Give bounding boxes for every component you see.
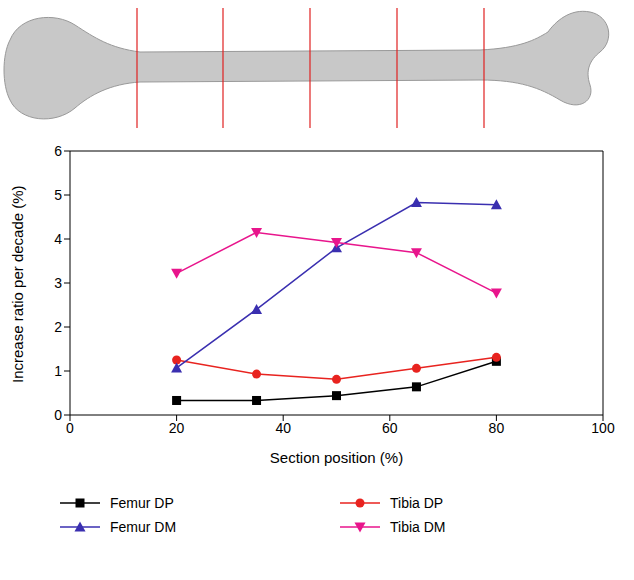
svg-text:4: 4 [54, 231, 62, 247]
svg-text:60: 60 [382, 420, 398, 436]
svg-text:3: 3 [54, 275, 62, 291]
svg-text:20: 20 [169, 420, 185, 436]
svg-text:2: 2 [54, 319, 62, 335]
html-text:Tibia DM: Tibia DM [390, 519, 446, 535]
html-text:Tibia DP: Tibia DP [390, 495, 444, 511]
svg-text:80: 80 [489, 420, 505, 436]
svg-text:6: 6 [54, 143, 62, 159]
svg-text:100: 100 [591, 420, 615, 436]
svg-text:5: 5 [54, 187, 62, 203]
html-text:Femur DM: Femur DM [110, 519, 177, 535]
svg-text:Section position (%): Section position (%) [270, 449, 403, 466]
svg-text:Increase ratio per decade (%): Increase ratio per decade (%) [9, 185, 26, 383]
svg-text:1: 1 [54, 363, 62, 379]
svg-text:0: 0 [66, 420, 74, 436]
svg-text:40: 40 [275, 420, 291, 436]
svg-text:0: 0 [54, 407, 62, 423]
html-text:Femur DP: Femur DP [110, 495, 174, 511]
